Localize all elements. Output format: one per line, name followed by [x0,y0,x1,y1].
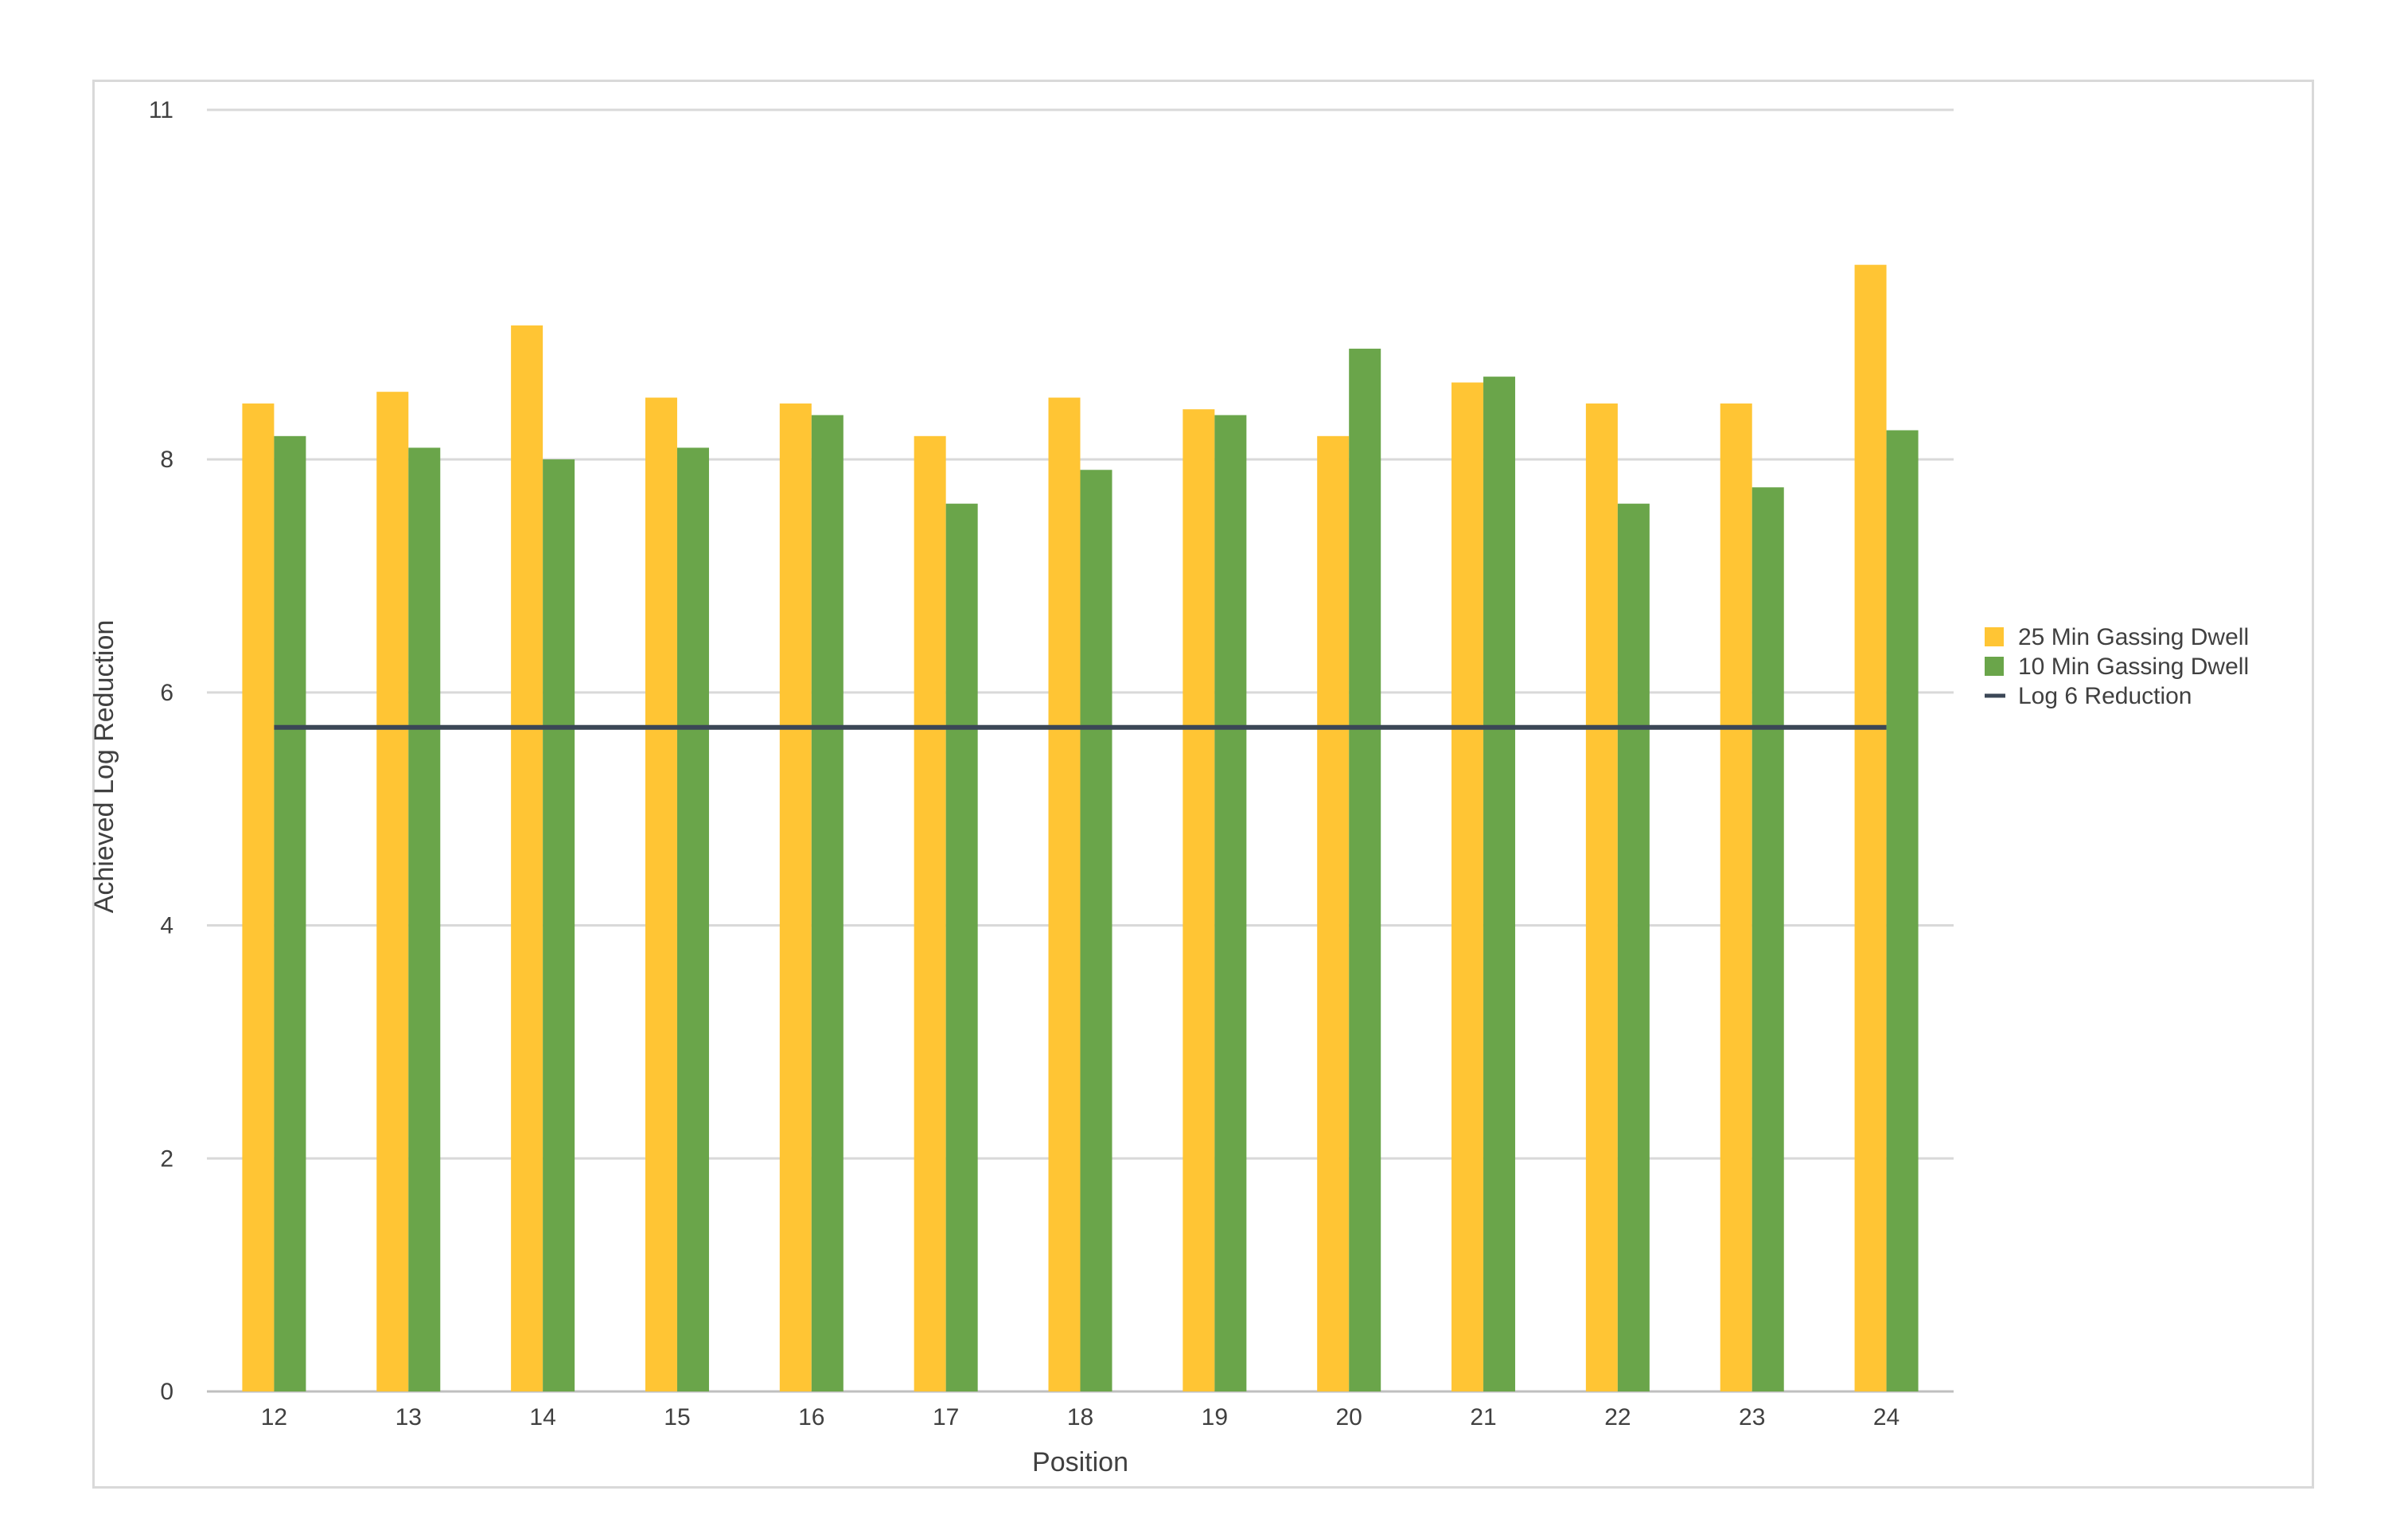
x-tick-label: 20 [1336,1404,1362,1430]
legend: 25 Min Gassing Dwell 10 Min Gassing Dwell… [1985,624,2249,709]
legend-label: 10 Min Gassing Dwell [2018,654,2249,680]
y-tick-label: 8 [160,447,173,473]
bar-dwell-25min-19 [1183,409,1215,1391]
bar-dwell-10min-15 [676,447,709,1391]
bar-dwell-25min-18 [1048,397,1081,1391]
x-tick-labels: 12 13 14 15 16 17 18 19 20 21 22 23 24 [261,1404,1900,1430]
bar-dwell-25min-16 [779,403,812,1391]
bar-dwell-25min-24 [1854,264,1887,1392]
bar-dwell-10min-22 [1617,503,1650,1391]
bar-dwell-25min-21 [1451,382,1484,1391]
x-tick-label: 13 [395,1404,422,1430]
y-tick-label: 0 [160,1379,173,1405]
y-tick-labels: 0 2 4 6 8 11 [149,97,173,1405]
bar-dwell-10min-16 [811,415,844,1392]
y-tick-label: 11 [149,97,173,123]
x-tick-label: 23 [1739,1404,1765,1430]
y-axis-title: Achieved Log Reduction [89,620,119,914]
bar-dwell-25min-15 [645,397,677,1391]
bars [242,264,1919,1392]
x-axis-title: Position [1032,1447,1128,1477]
bar-dwell-10min-12 [274,435,306,1392]
bar-dwell-10min-23 [1751,487,1784,1391]
x-tick-label: 24 [1873,1404,1900,1430]
x-tick-label: 17 [933,1404,959,1430]
x-tick-label: 12 [261,1404,287,1430]
legend-swatch [1985,627,2004,646]
bar-dwell-25min-12 [242,403,275,1391]
bar-dwell-10min-17 [945,503,978,1391]
legend-swatch [1985,657,2004,676]
bar-dwell-10min-20 [1349,349,1381,1392]
x-tick-label: 16 [798,1404,824,1430]
y-tick-label: 4 [160,913,173,939]
x-tick-label: 21 [1470,1404,1496,1430]
x-tick-label: 19 [1202,1404,1228,1430]
bar-dwell-25min-13 [376,392,409,1392]
bar-dwell-25min-20 [1317,435,1350,1392]
y-tick-label: 6 [160,680,173,706]
x-tick-label: 22 [1604,1404,1631,1430]
bar-dwell-25min-22 [1585,403,1618,1391]
bar-dwell-25min-17 [914,435,946,1392]
bar-dwell-25min-14 [511,325,544,1392]
legend-label: Log 6 Reduction [2018,683,2192,709]
x-tick-label: 15 [664,1404,690,1430]
bar-dwell-25min-23 [1720,403,1752,1391]
legend-label: 25 Min Gassing Dwell [2018,624,2249,650]
bar-dwell-10min-14 [543,459,575,1392]
bar-dwell-10min-19 [1214,415,1247,1392]
x-tick-label: 14 [529,1404,555,1430]
bar-dwell-10min-13 [408,447,441,1391]
bar-dwell-10min-24 [1886,430,1919,1391]
x-tick-label: 18 [1067,1404,1093,1430]
bar-dwell-10min-18 [1080,470,1112,1391]
bar-dwell-10min-21 [1483,377,1516,1391]
y-tick-label: 2 [160,1145,173,1172]
